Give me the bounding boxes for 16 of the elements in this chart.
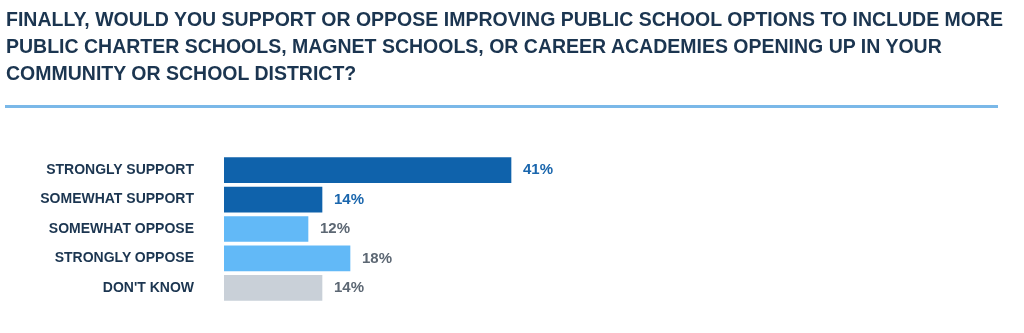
y-tick-label: STRONGLY SUPPORT	[46, 160, 195, 177]
y-tick-label: STRONGLY OPPOSE	[54, 249, 194, 266]
data-label: 41%	[523, 160, 554, 178]
bar	[224, 186, 323, 213]
y-tick-label: DON'T KNOW	[102, 278, 195, 295]
bar	[224, 275, 323, 301]
data-label: 14%	[334, 278, 365, 296]
bar	[224, 245, 351, 272]
bar	[224, 216, 309, 242]
bar	[224, 157, 512, 183]
y-tick-label: SOMEWHAT SUPPORT	[40, 190, 195, 207]
data-label: 12%	[320, 219, 351, 237]
chart-title: FINALLY, WOULD YOU SUPPORT OR OPPOSE IMPROVING PUBLIC SCHOOL OPTIONS TO INCLUDE MORE PUBLIC CHARTER SCHOOLS, MAGNET SCHOOLS, OR CAREER ACADEMIES OPENING UP IN YOUR COMMUNITY OR SCHOOL DISTRICT?	[6, 7, 1005, 86]
y-tick-label: SOMEWHAT OPPOSE	[48, 219, 194, 236]
data-label: 14%	[334, 189, 365, 207]
data-label: 18%	[362, 248, 393, 266]
